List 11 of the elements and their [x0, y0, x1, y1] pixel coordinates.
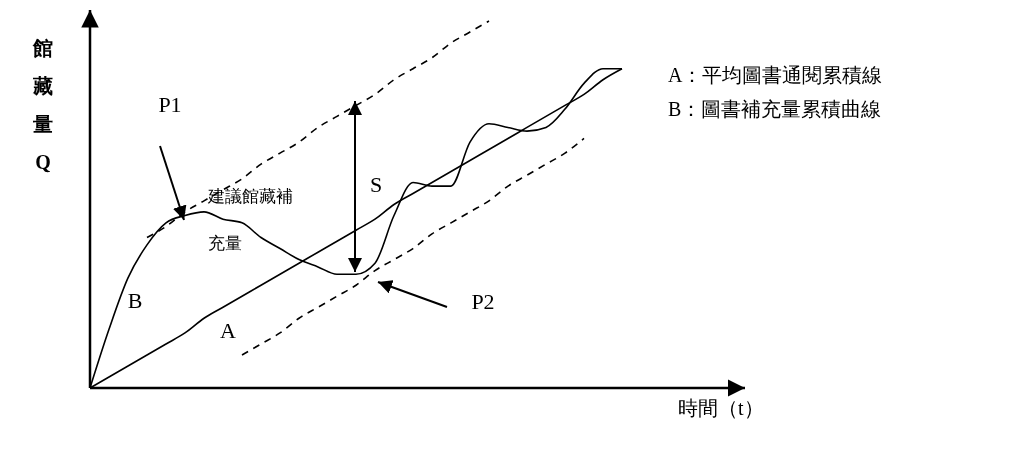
text: A：平均圖書通閱累積線 — [668, 64, 883, 86]
annotation: S — [370, 172, 383, 197]
y-axis-title: 館藏量Q — [32, 37, 53, 173]
annotation: P2 — [471, 289, 495, 314]
annotation: 建議館藏補 — [207, 187, 293, 206]
series-label: A — [220, 318, 237, 343]
x-axis-title: 時間（t） — [678, 397, 764, 419]
text: B：圖書補充量累積曲線 — [668, 98, 882, 120]
annotation: 充量 — [208, 234, 242, 253]
annotation: P1 — [158, 92, 182, 117]
series-label: B — [127, 288, 143, 313]
